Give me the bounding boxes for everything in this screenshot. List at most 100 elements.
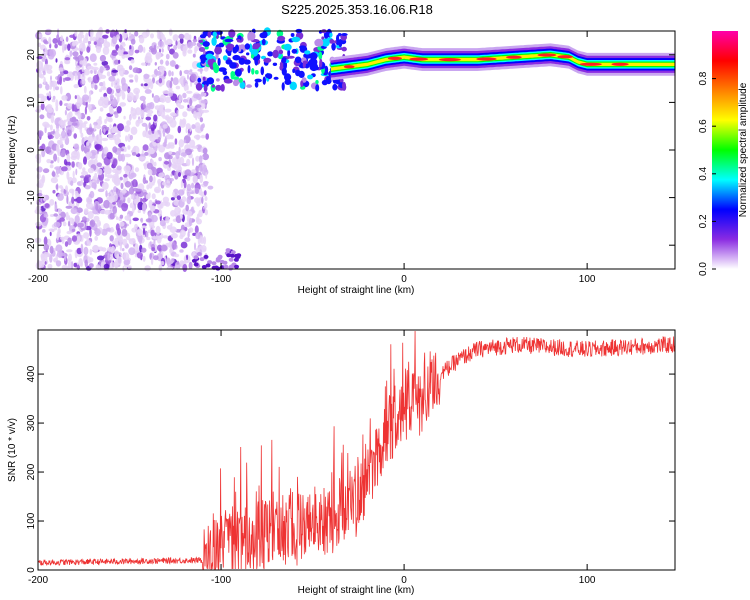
spectrogram-noise-speck xyxy=(128,48,134,56)
spectrogram-noise-speck xyxy=(144,55,149,63)
spectrogram-noise-speck xyxy=(171,241,177,250)
spectrogram-noise-speck xyxy=(162,115,167,119)
spectrogram-noise-speck xyxy=(162,235,169,239)
spectrogram-noise-speck xyxy=(123,165,131,173)
spectrogram-noise-speck xyxy=(61,95,68,101)
spectrogram-noise-speck xyxy=(93,215,100,222)
spectrogram-cluster-speck xyxy=(267,51,274,57)
spectrogram-cluster-speck xyxy=(236,39,241,43)
spectrogram-noise-speck xyxy=(181,118,187,126)
spectrogram-noise-speck xyxy=(67,129,72,137)
spectrogram-noise-speck xyxy=(175,64,179,70)
spectrogram-band-peak xyxy=(579,62,602,66)
spectrogram-noise-speck xyxy=(145,28,150,37)
spectrogram-noise-speck xyxy=(109,212,115,220)
spectrogram-noise-speck xyxy=(179,234,184,240)
spectrogram-noise-speck xyxy=(87,41,92,45)
spectrogram-noise-speck xyxy=(108,195,116,203)
spectrogram-noise-speck xyxy=(99,66,104,74)
spectrogram-noise-speck xyxy=(127,145,131,150)
spectrogram-noise-speck xyxy=(185,210,193,216)
spectrogram-noise-speck xyxy=(48,36,52,45)
spectrogram-cluster-speck xyxy=(261,38,266,46)
spectrogram-band-peak xyxy=(343,65,355,69)
spectrogram-cluster-speck xyxy=(309,52,318,61)
spectrogram-noise-speck xyxy=(86,141,90,146)
colorbar-tick-label: 0.0 xyxy=(698,262,709,276)
spectrogram-noise-speck xyxy=(129,219,132,225)
spectrogram-noise-speck xyxy=(171,258,175,263)
spectrogram-noise-speck xyxy=(65,161,71,167)
spectrogram-noise-speck xyxy=(71,116,77,123)
spectrogram-noise-speck xyxy=(150,48,155,53)
spectrogram-noise-speck xyxy=(55,184,59,190)
spectrogram-noise-speck xyxy=(183,69,190,75)
spectrogram-noise-speck xyxy=(148,182,153,189)
spectrogram-noise-speck xyxy=(198,155,203,164)
spectrogram-cluster-speck xyxy=(197,77,202,83)
spectrogram-noise-speck xyxy=(93,41,97,45)
spectrogram-noise-speck xyxy=(52,38,58,44)
spectrogram-noise-speck xyxy=(49,199,55,206)
colorbar: 0.0 0.2 0.4 0.6 0.8 Normalized spectral ampl… xyxy=(698,31,749,276)
spectrogram-noise-speck xyxy=(106,151,113,160)
snr-x-axis: -200 -100 0 100 xyxy=(28,330,596,586)
spectrogram-noise-speck xyxy=(37,130,44,137)
spectrogram-noise-speck xyxy=(123,252,130,261)
spectrogram-cluster-speck xyxy=(216,78,220,82)
spectrogram-noise-speck xyxy=(97,188,105,193)
spectrogram-noise-speck xyxy=(87,211,94,219)
spectrogram-noise-speck xyxy=(164,108,172,113)
spectrogram-noise-speck xyxy=(109,202,113,209)
spectrogram-noise-speck xyxy=(93,124,96,132)
spectrogram-noise-speck xyxy=(135,188,143,192)
spectrogram-noise-speck xyxy=(184,256,187,263)
spectrogram-noise-speck xyxy=(80,132,84,138)
spectrogram-x-tick-label: -200 xyxy=(28,274,48,285)
spectrogram-noise-speck xyxy=(200,99,208,104)
spectrogram-noise-speck xyxy=(46,69,53,74)
spectrogram-noise-speck xyxy=(185,204,189,212)
spectrogram-noise-speck xyxy=(63,189,67,194)
spectrogram-noise-speck xyxy=(200,91,205,97)
spectrogram-noise-speck xyxy=(135,107,142,116)
spectrogram-noise-speck xyxy=(202,147,208,155)
spectrogram-cluster-speck xyxy=(281,82,285,91)
spectrogram-cluster-speck xyxy=(212,31,217,38)
spectrogram-noise-speck xyxy=(60,236,65,240)
spectrogram-noise-speck xyxy=(89,36,93,42)
spectrogram-noise-speck xyxy=(94,228,101,236)
spectrogram-noise-speck xyxy=(187,133,191,137)
spectrogram-noise-speck xyxy=(176,110,179,116)
spectrogram-noise-speck xyxy=(124,146,127,152)
spectrogram-cluster-speck xyxy=(298,70,305,78)
spectrogram-band-peak xyxy=(387,56,402,61)
spectrogram-noise-speck xyxy=(108,75,116,82)
spectrogram-noise-speck xyxy=(189,139,196,148)
spectrogram-noise-speck xyxy=(103,41,111,48)
spectrogram-noise-speck xyxy=(204,209,208,216)
spectrogram-noise-speck xyxy=(87,135,94,144)
colorbar-label: Normalized spectral amplitude xyxy=(738,82,749,217)
spectrogram-noise-speck xyxy=(124,181,131,188)
spectrogram-noise-speck xyxy=(89,28,94,38)
spectrogram-cluster-speck xyxy=(222,55,228,61)
spectrogram-noise-speck xyxy=(119,176,123,181)
spectrogram-noise-speck xyxy=(142,255,146,262)
spectrogram-noise-speck xyxy=(78,258,83,267)
spectrogram-noise-speck xyxy=(61,130,66,139)
spectrogram-noise-speck xyxy=(193,262,199,267)
spectrogram-noise-speck xyxy=(174,253,180,258)
spectrogram-cluster-speck xyxy=(202,41,210,47)
spectrogram-noise-speck xyxy=(54,166,61,171)
spectrogram-noise-speck xyxy=(65,211,69,221)
spectrogram-noise-speck xyxy=(183,180,187,189)
spectrogram-noise-speck xyxy=(172,191,176,197)
spectrogram-noise-speck xyxy=(115,216,119,221)
spectrogram-cluster-speck xyxy=(329,39,335,44)
spectrogram-noise-speck xyxy=(71,218,75,226)
spectrogram-noise-speck xyxy=(201,265,207,269)
spectrogram-noise-speck xyxy=(122,238,128,246)
spectrogram-cluster-speck xyxy=(291,36,301,43)
